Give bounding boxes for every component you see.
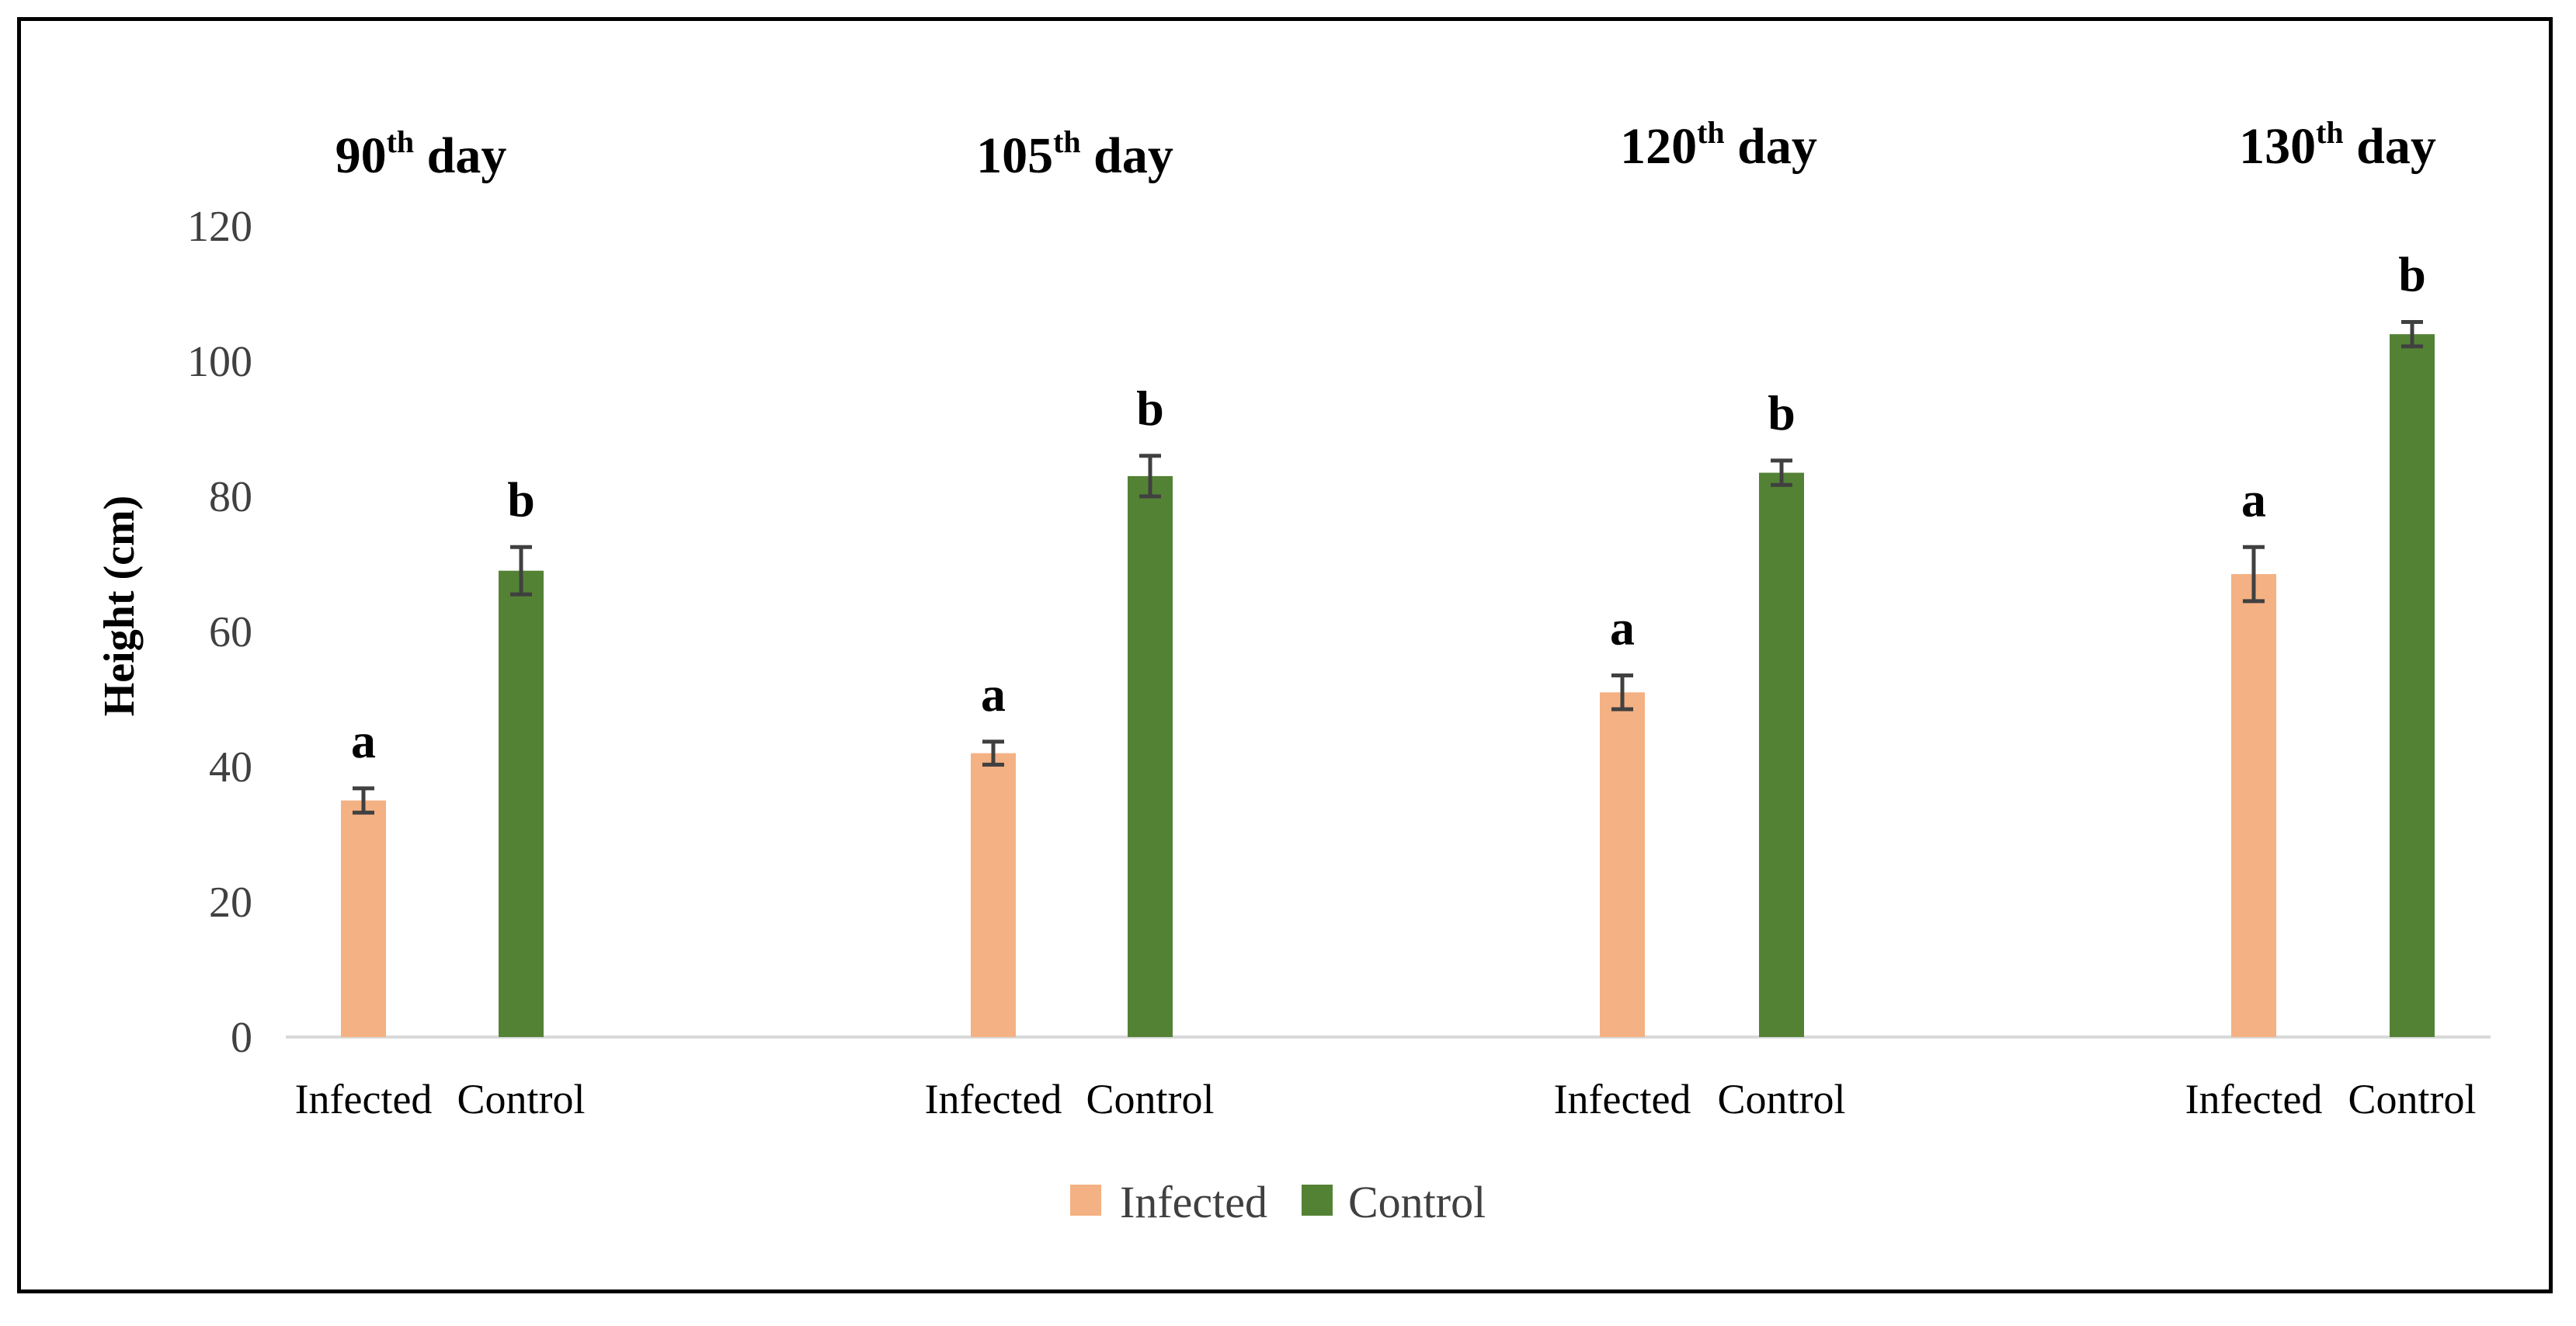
x-category-label: Infected — [295, 1076, 433, 1122]
significance-letter: a — [981, 666, 1006, 722]
bar-control — [1128, 475, 1173, 1037]
panel-title-superscript: th — [1697, 115, 1725, 150]
panel-title: 90th day — [335, 124, 507, 184]
legend-label-control: Control — [1348, 1177, 1486, 1227]
panel-title: 120th day — [1620, 115, 1817, 175]
x-category-label: Infected — [1554, 1076, 1691, 1122]
y-tick-label: 80 — [209, 473, 252, 521]
x-category-label: Control — [1717, 1076, 1845, 1122]
panel-title-superscript: th — [2316, 115, 2344, 150]
y-tick-label: 40 — [209, 743, 252, 792]
significance-letter: a — [1610, 600, 1635, 656]
bar-control — [1759, 472, 1804, 1037]
panel-title: 130th day — [2239, 115, 2436, 175]
panel-title-number: 105 — [976, 127, 1053, 184]
significance-letter: b — [2398, 247, 2426, 302]
panel-title-number: 90 — [335, 127, 387, 184]
legend-label-infected: Infected — [1120, 1177, 1267, 1227]
panel-title-number: 120 — [1620, 118, 1697, 175]
panel-title-day: day — [414, 127, 506, 184]
panel-title-superscript: th — [1053, 124, 1081, 159]
x-category-label: Control — [1086, 1076, 1214, 1122]
y-tick-label: 60 — [209, 608, 252, 656]
x-category-label: Infected — [925, 1076, 1062, 1122]
significance-letter: b — [507, 472, 535, 527]
significance-letter: a — [351, 713, 376, 768]
bar-infected — [971, 753, 1016, 1037]
x-category-label: Control — [2348, 1076, 2476, 1122]
legend-swatch-control — [1302, 1185, 1333, 1216]
panel-title: 105th day — [976, 124, 1173, 184]
bar-infected — [341, 800, 386, 1037]
y-tick-label: 0 — [231, 1014, 252, 1062]
significance-letter: a — [2241, 472, 2266, 527]
x-category-label: Control — [457, 1076, 585, 1122]
significance-letter: b — [1136, 381, 1164, 436]
y-tick-label: 100 — [187, 338, 252, 386]
y-tick-label: 120 — [187, 203, 252, 251]
bar-control — [2390, 334, 2435, 1037]
panel-title-superscript: th — [387, 124, 415, 159]
panel-title-day: day — [1725, 118, 1817, 175]
bar-control — [499, 570, 544, 1037]
panel-title-day: day — [2344, 118, 2436, 175]
significance-letter: b — [1768, 385, 1796, 440]
y-tick-label: 20 — [209, 879, 252, 927]
panel-title-number: 130 — [2239, 118, 2316, 175]
figure-frame: Height (cm) 0 20 40 60 80 100 120 90th day a Infec… — [17, 17, 2553, 1293]
legend-swatch-infected — [1070, 1185, 1101, 1216]
bar-infected — [2231, 574, 2276, 1037]
panel-title-day: day — [1081, 127, 1173, 184]
y-axis-label: Height (cm) — [96, 496, 144, 717]
bar-infected — [1600, 692, 1645, 1037]
x-category-label: Infected — [2185, 1076, 2323, 1122]
